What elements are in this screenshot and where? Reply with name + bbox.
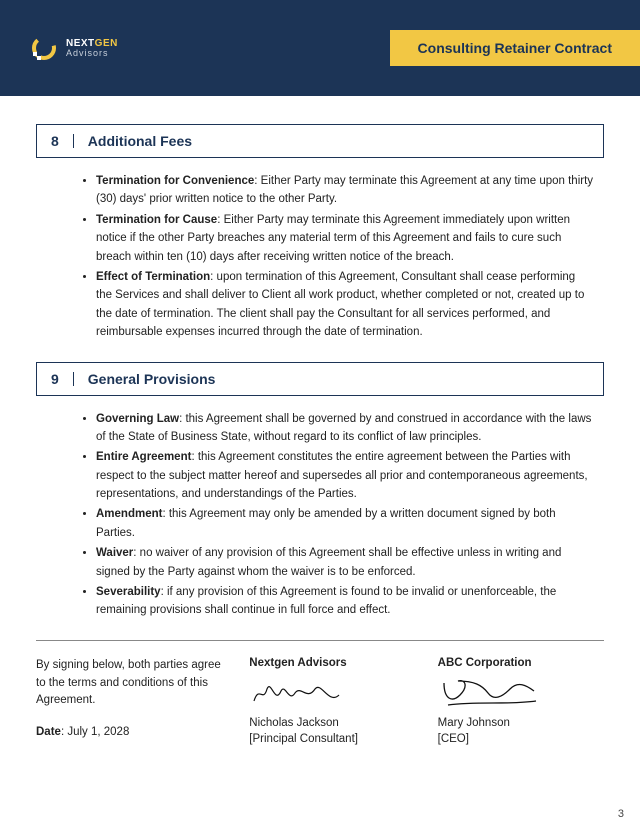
list-item: Termination for Convenience: Either Part… (96, 172, 594, 209)
section-9-list: Governing Law: this Agreement shall be g… (36, 410, 604, 620)
signer-2-role: [CEO] (438, 731, 604, 747)
signing-row: By signing below, both parties agree to … (36, 657, 604, 747)
page-header: NEXTGEN Advisors Consulting Retainer Con… (0, 0, 640, 96)
section-8-number: 8 (51, 134, 74, 148)
section-9-title: General Provisions (88, 371, 216, 387)
document-title: Consulting Retainer Contract (390, 30, 640, 66)
signer-1-name: Nicholas Jackson (249, 715, 415, 731)
date-line: Date: July 1, 2028 (36, 724, 227, 742)
signature-block-2: ABC Corporation Mary Johnson [CEO] (438, 657, 604, 747)
content: 8 Additional Fees Termination for Conven… (0, 96, 640, 747)
signing-intro: By signing below, both parties agree to … (36, 657, 227, 747)
list-item: Termination for Cause: Either Party may … (96, 211, 594, 266)
signature-block-1: Nextgen Advisors Nicholas Jackson [Princ… (249, 657, 415, 747)
list-item: Waiver: no waiver of any provision of th… (96, 544, 594, 581)
section-8-list: Termination for Convenience: Either Part… (36, 172, 604, 342)
page-number: 3 (618, 808, 624, 820)
divider (36, 640, 604, 641)
list-item: Amendment: this Agreement may only be am… (96, 505, 594, 542)
section-8-title: Additional Fees (88, 133, 192, 149)
logo-subtitle: Advisors (66, 49, 118, 59)
section-8-header: 8 Additional Fees (36, 124, 604, 158)
signature-1-icon (249, 675, 415, 711)
list-item: Severability: if any provision of this A… (96, 583, 594, 620)
list-item: Entire Agreement: this Agreement constit… (96, 448, 594, 503)
company-2: ABC Corporation (438, 657, 604, 669)
logo: NEXTGEN Advisors (30, 34, 118, 62)
signing-intro-text: By signing below, both parties agree to … (36, 657, 227, 710)
section-9-number: 9 (51, 372, 74, 386)
logo-icon (30, 34, 58, 62)
signature-2-icon (438, 675, 604, 711)
list-item: Governing Law: this Agreement shall be g… (96, 410, 594, 447)
company-1: Nextgen Advisors (249, 657, 415, 669)
signer-2-name: Mary Johnson (438, 715, 604, 731)
list-item: Effect of Termination: upon termination … (96, 268, 594, 342)
section-9-header: 9 General Provisions (36, 362, 604, 396)
logo-next: NEXT (66, 38, 95, 49)
logo-gen: GEN (95, 38, 118, 49)
logo-text: NEXTGEN Advisors (66, 38, 118, 59)
signer-1-role: [Principal Consultant] (249, 731, 415, 747)
